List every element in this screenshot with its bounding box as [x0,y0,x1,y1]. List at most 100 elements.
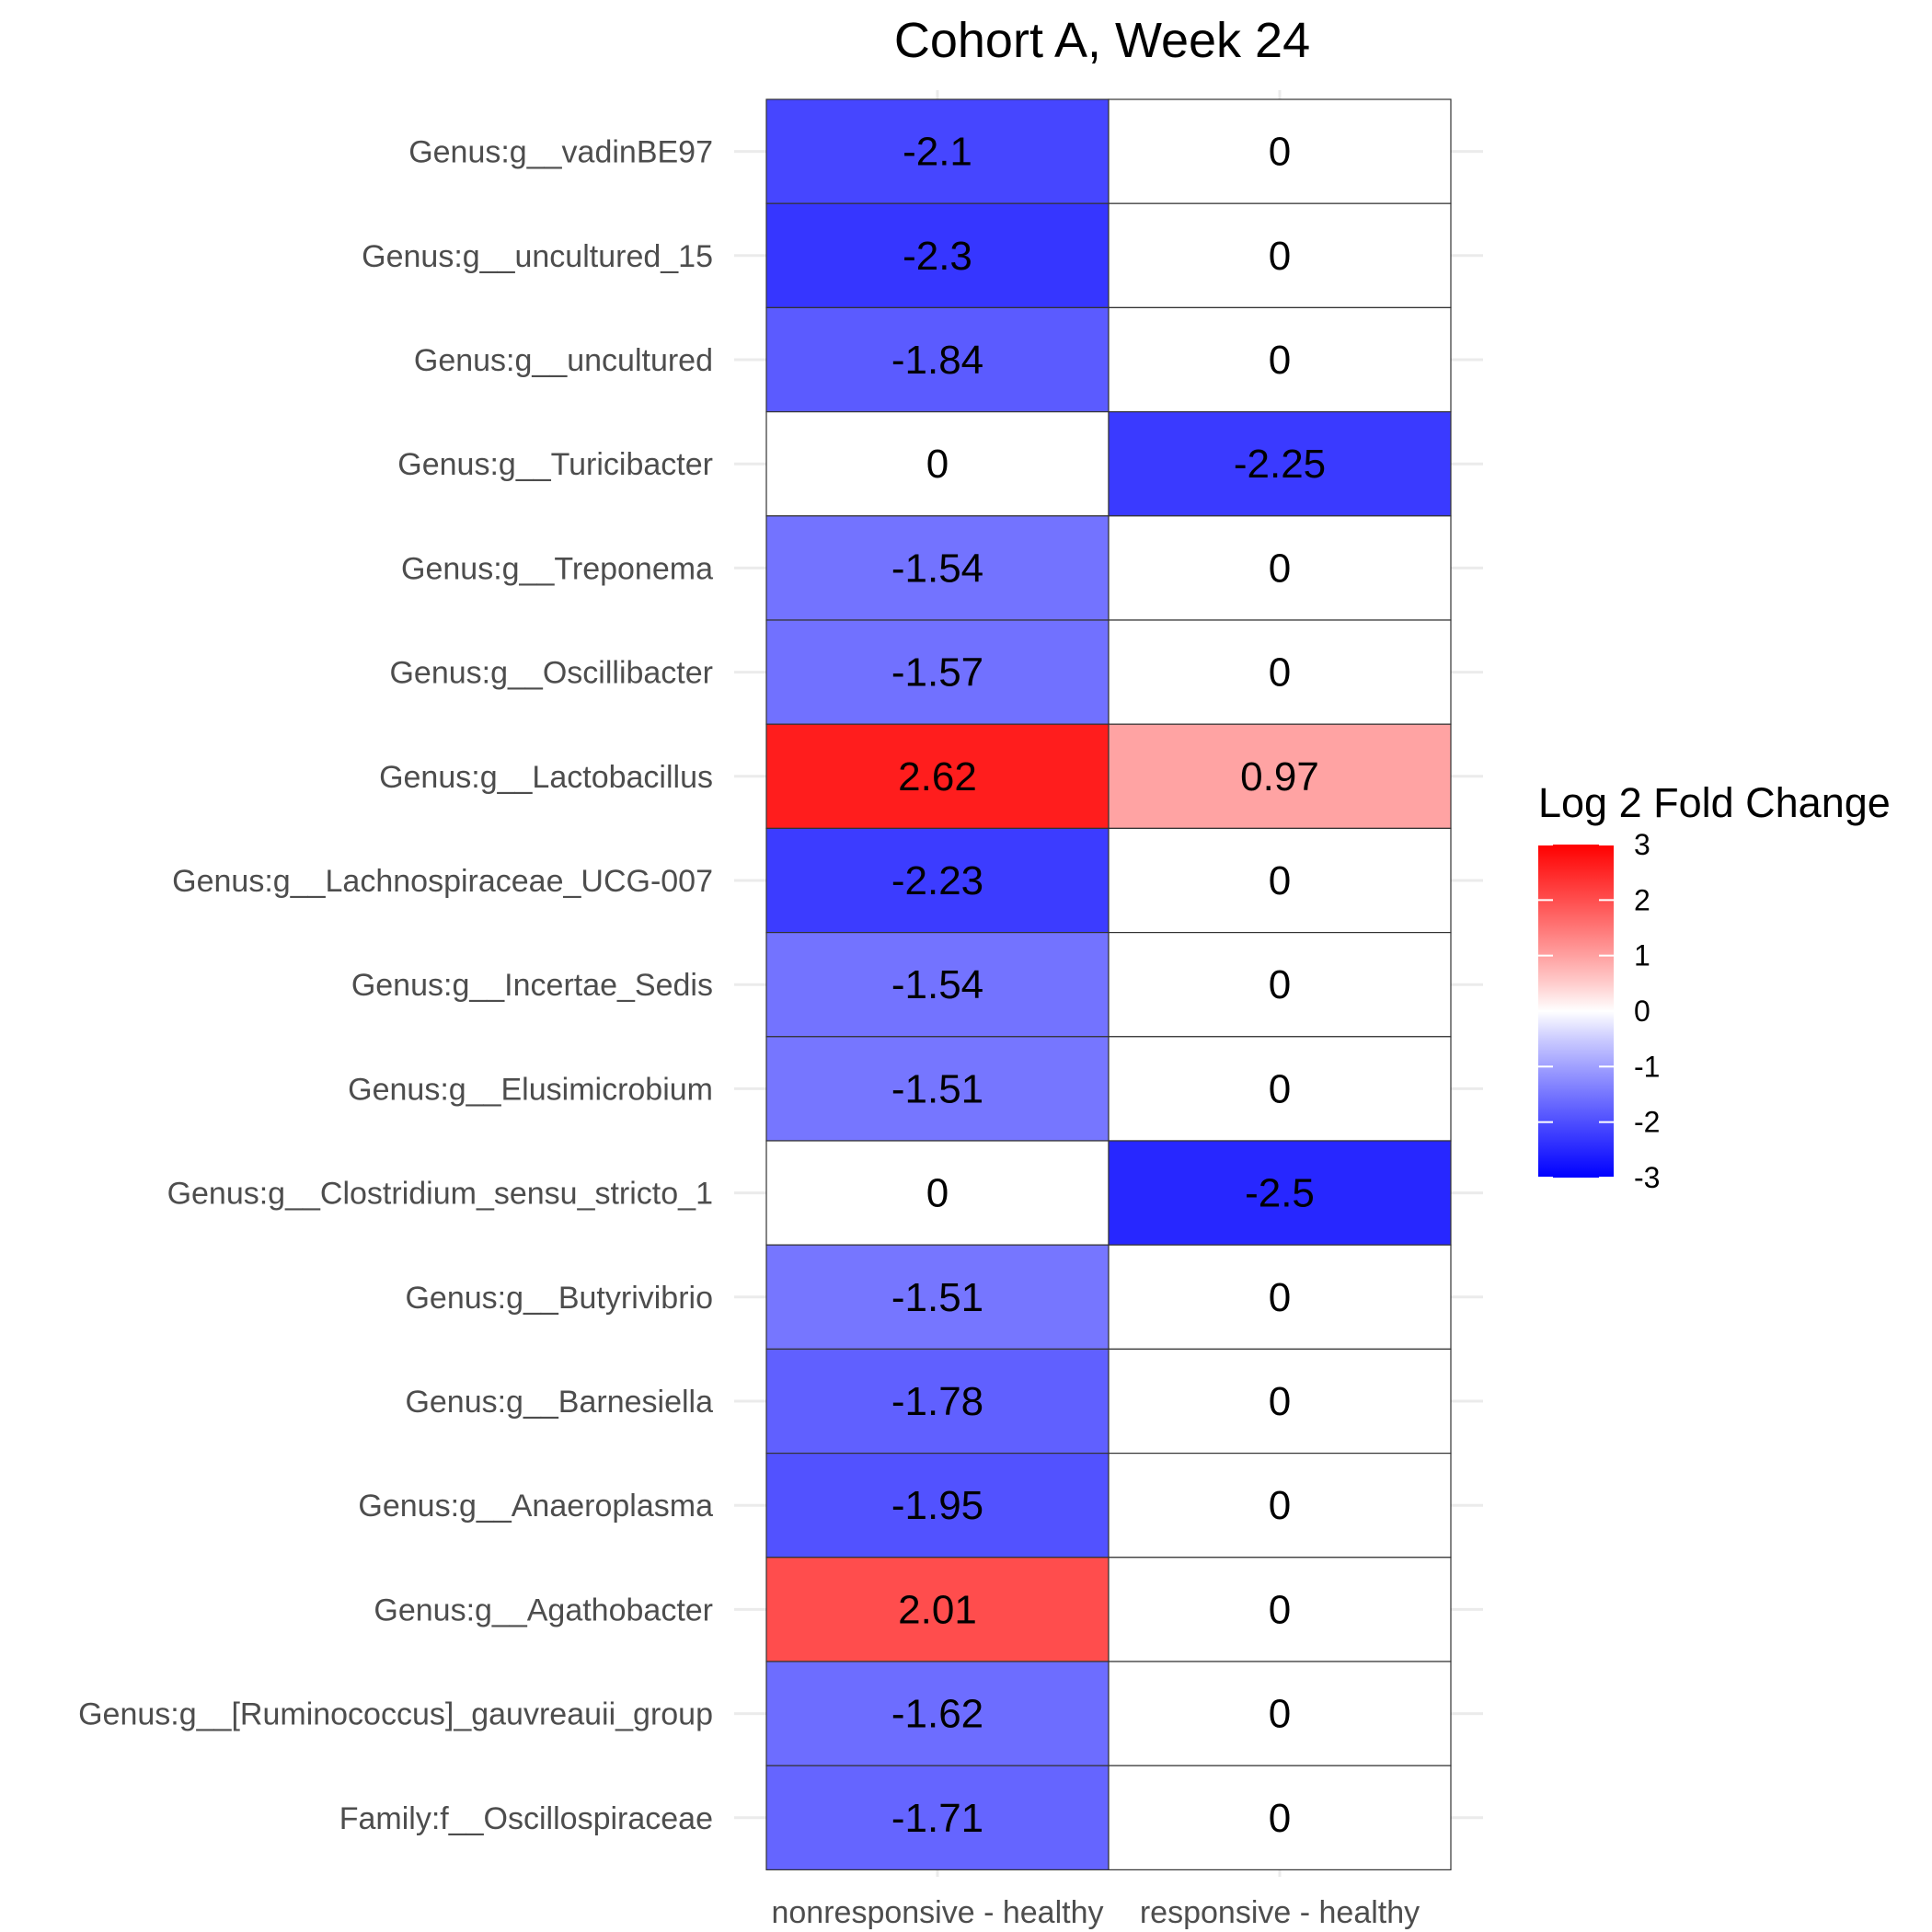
heatmap-cell [1108,1036,1452,1142]
cell-value-label: -1.51 [891,1066,983,1111]
cell-value-label: 0 [1269,1692,1291,1737]
x-axis-label: nonresponsive - healthy [771,1895,1103,1930]
cell-value-label: -1.62 [891,1692,983,1737]
cell-value-label: -1.71 [891,1796,983,1841]
cell-value-label: 0 [926,442,949,487]
heatmap-cell [765,1661,1110,1766]
heatmap-cell [1108,515,1452,621]
heatmap-cell [1108,1348,1452,1455]
heatmap-cell [765,1452,1110,1558]
heatmap-cell [1108,98,1452,204]
heatmap-cell [765,1348,1110,1455]
y-axis-label: Genus:g__vadinBE97 [408,135,713,170]
y-axis-label: Genus:g__[Ruminococcus]_gauvreauii_group [78,1697,713,1732]
heatmap-cell [1108,1661,1452,1766]
heatmap-cell [1108,1452,1452,1558]
legend-tick-label: -3 [1634,1161,1660,1194]
cell-value-label: -1.51 [891,1275,983,1320]
legend-tick-label: 3 [1634,828,1650,861]
heatmap-cell [1108,1765,1452,1870]
heatmap-cell [765,411,1110,517]
cell-value-label: 0 [1269,962,1291,1007]
y-axis-label: Genus:g__Barnesiella [405,1385,713,1420]
cell-value-label: 2.62 [898,754,977,799]
y-axis-label: Genus:g__Butyrivibrio [405,1281,713,1316]
cell-value-label: -1.95 [891,1483,983,1528]
y-axis-label: Genus:g__Turicibacter [397,447,713,482]
cell-value-label: 0 [1269,650,1291,696]
cell-value-label: 0 [1269,234,1291,279]
heatmap-cell [765,306,1110,413]
legend-tick-label: 1 [1634,939,1650,972]
heatmap-cell [1108,619,1452,725]
cell-value-label: 2.01 [898,1587,977,1632]
cell-value-label: -1.54 [891,546,983,591]
y-axis-label: Genus:g__uncultured_15 [362,239,713,274]
heatmap-cell [765,1244,1110,1350]
heatmap-cell [765,202,1110,308]
y-axis-label: Family:f__Oscillospiraceae [339,1801,713,1836]
legend-tick-label: -1 [1634,1050,1660,1083]
heatmap-cell [765,515,1110,621]
cell-value-label: 0 [1269,858,1291,903]
color-legend: Log 2 Fold Change 3 2 1 0 -1 -2 -3 [1538,779,1891,1194]
heatmap-cell [1108,1244,1452,1350]
cell-value-label: 0 [1269,1379,1291,1424]
cell-value-label: 0 [926,1171,949,1216]
heatmap-cell [765,619,1110,725]
cell-value-label: -2.25 [1234,442,1326,487]
cell-value-label: -2.3 [903,234,972,279]
cell-value-label: -2.23 [891,858,983,903]
cell-value-label: 0 [1269,546,1291,591]
y-axis-label: Genus:g__Agathobacter [374,1593,713,1627]
cell-value-label: -1.54 [891,962,983,1007]
y-axis-label: Genus:g__uncultured [414,343,713,378]
cell-value-label: 0 [1269,1483,1291,1528]
heatmap-cell [765,1140,1110,1246]
heatmap-cell [765,1765,1110,1870]
heatmap-cell [1108,411,1452,517]
y-axis-label: Genus:g__Treponema [401,551,713,586]
cell-value-label: 0 [1269,1066,1291,1111]
y-axis-label: Genus:g__Oscillibacter [389,656,713,691]
heatmap-cell [1108,723,1452,830]
y-axis-label: Genus:g__Anaeroplasma [358,1489,713,1524]
x-axis-labels: nonresponsive - healthy responsive - heal… [771,1895,1420,1930]
cell-value-labels: -2.1 0 -2.3 0 -1.84 0 0 -2.25 -1.54 0 -1.57 0 2.62 0.… [891,130,1326,1841]
y-axis-label: Genus:g__Clostridium_sensu_stricto_1 [167,1177,713,1212]
cell-value-label: -2.5 [1245,1171,1315,1216]
cell-value-label: 0 [1269,338,1291,383]
y-axis-label: Genus:g__Lactobacillus [379,760,713,795]
legend-title: Log 2 Fold Change [1538,779,1891,826]
y-axis-labels: Genus:g__vadinBE97 Genus:g__uncultured_15… [78,135,713,1836]
heatmap-cell [1108,931,1452,1038]
heatmap-cells [765,98,1452,1870]
cell-value-label: -1.78 [891,1379,983,1424]
heatmap-cell [765,98,1110,204]
heatmap-cell [765,931,1110,1038]
heatmap-cell [1108,827,1452,934]
heatmap-cell [1108,1140,1452,1246]
legend-tick-label: 2 [1634,883,1650,916]
cell-value-label: 0 [1269,1275,1291,1320]
cell-value-label: 0 [1269,130,1291,175]
cell-value-label: -2.1 [903,130,972,175]
cell-value-label: -1.57 [891,650,983,696]
x-axis-label: responsive - healthy [1140,1895,1420,1930]
heatmap-cell [765,827,1110,934]
cell-value-label: 0 [1269,1587,1291,1632]
y-axis-label: Genus:g__Incertae_Sedis [351,968,713,1003]
legend-ticks: 3 2 1 0 -1 -2 -3 [1538,828,1660,1194]
heatmap-cell [1108,1557,1452,1662]
legend-tick-label: 0 [1634,995,1650,1028]
cell-value-label: -1.84 [891,338,983,383]
heatmap-cell [765,1557,1110,1662]
heatmap-cell [1108,202,1452,308]
chart-title: Cohort A, Week 24 [894,13,1310,68]
cell-value-label: 0.97 [1240,754,1319,799]
y-axis-label: Genus:g__Elusimicrobium [348,1072,713,1107]
cell-value-label: 0 [1269,1796,1291,1841]
legend-tick-label: -2 [1634,1106,1660,1139]
y-axis-label: Genus:g__Lachnospiraceae_UCG-007 [172,864,713,899]
